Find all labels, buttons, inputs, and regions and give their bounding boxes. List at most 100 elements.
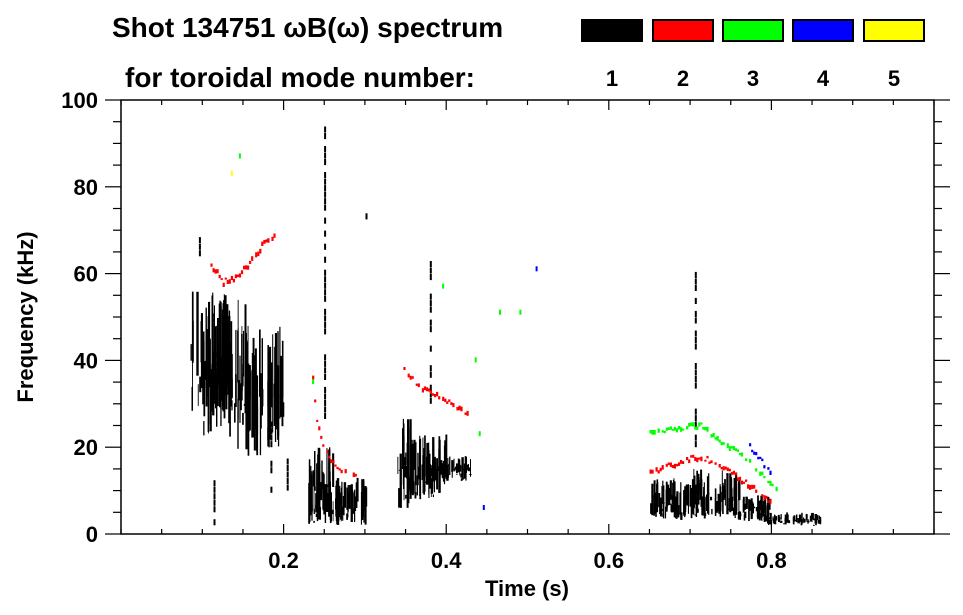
spectrum-mark: [457, 465, 459, 471]
spectrum-mark: [716, 435, 719, 441]
spectrum-mark: [661, 465, 664, 470]
spectrum-mark: [453, 458, 455, 471]
spectrum-mark: [698, 457, 701, 460]
spectrum-mark: [749, 484, 752, 490]
spectrum-mark: [320, 482, 323, 501]
spectrum-mark: [203, 361, 206, 417]
spectrum-mark: [314, 451, 316, 491]
spectrum-mark: [696, 481, 699, 510]
spectrum-mark: [398, 488, 401, 508]
spectrum-mark: [272, 334, 274, 433]
spectrum-mark: [710, 434, 713, 438]
spectrum-mark: [268, 437, 270, 448]
spectrum-mark: [675, 507, 678, 510]
spectrum-mark: [429, 391, 432, 398]
legend: 1 2 3 4 5: [581, 19, 925, 91]
spectrum-mark: [755, 489, 758, 493]
spectrum-mark: [751, 449, 754, 453]
spectrum-mark: [452, 403, 455, 408]
spectrum-mark: [734, 472, 737, 476]
spectrum-mark: [654, 501, 657, 507]
spectrum-mark: [324, 289, 327, 296]
spectrum-mark: [460, 473, 463, 478]
spectrum-mark: [455, 466, 458, 470]
spectrum-mark: [324, 484, 327, 506]
spectrum-mark: [324, 256, 327, 263]
spectrum-mark: [801, 512, 803, 521]
spectrum-mark: [411, 443, 414, 496]
spectrum-mark: [403, 458, 405, 477]
spectrum-mark: [734, 448, 737, 451]
spectrum-mark: [423, 448, 425, 495]
spectrum-mark: [273, 383, 276, 426]
spectrum-mark: [679, 459, 683, 464]
x-tick-label: 0.8: [756, 548, 787, 573]
spectrum-mark: [324, 328, 327, 335]
spectrum-mark: [669, 480, 672, 500]
spectrum-mark: [690, 455, 693, 458]
spectrum-mark: [235, 374, 237, 407]
spectrum-mark: [535, 266, 538, 272]
spectrum-mark: [316, 463, 318, 507]
spectrum-mark: [705, 498, 708, 511]
spectrum-mark: [669, 426, 672, 430]
spectrum-mark: [265, 239, 268, 243]
spectrum-mark: [728, 508, 730, 511]
spectrum-mark: [730, 446, 733, 449]
spectrum-mark: [684, 486, 686, 516]
spectrum-mark: [694, 284, 697, 291]
spectrum-mark: [662, 480, 664, 504]
spectrum-mark: [445, 434, 448, 475]
spectrum-mark: [247, 325, 249, 394]
legend-label-mode-5: 5: [888, 66, 900, 91]
spectrum-mark: [777, 514, 780, 521]
spectrum-mark: [247, 364, 248, 430]
spectrum-mark: [354, 504, 357, 508]
spectrum-mark: [413, 439, 416, 470]
spectrum-mark: [346, 513, 348, 520]
spectrum-mark: [324, 269, 327, 276]
spectrum-mark: [331, 509, 334, 515]
spectrum-mark: [352, 508, 355, 514]
spectrum-mark: [731, 479, 733, 511]
spectrum-mark: [324, 185, 327, 192]
spectrum-mark: [326, 448, 328, 504]
spectrum-mark: [277, 355, 279, 440]
spectrum-mark: [701, 496, 704, 512]
spectrum-mark: [226, 279, 229, 284]
spectrum-mark: [686, 457, 689, 461]
spectrum-mark: [696, 510, 699, 513]
spectrum-mark: [324, 321, 327, 328]
spectrum-mark: [724, 466, 727, 470]
spectrum-mark: [440, 460, 443, 475]
spectrum-mark: [770, 519, 773, 525]
spectrum-mark: [220, 301, 222, 384]
spectrum-mark: [694, 457, 697, 461]
spectrum-mark: [724, 479, 726, 499]
spectrum-mark: [758, 513, 761, 520]
spectrum-mark: [458, 405, 461, 411]
spectrum-mark: [723, 485, 725, 500]
spectrum-mark: [651, 483, 654, 516]
spectrum-mark: [218, 274, 221, 279]
spectrum-mark: [324, 282, 327, 289]
spectrum-mark: [237, 399, 239, 449]
spectrum-mark: [753, 484, 756, 489]
spectrum-mark: [751, 503, 754, 514]
spectrum-mark: [767, 480, 770, 484]
spectrum-mark: [340, 469, 343, 474]
spectrum-mark: [429, 319, 432, 326]
spectrum-mark: [212, 268, 215, 273]
spectrum-mark: [785, 517, 787, 524]
spectrum-mark: [757, 456, 760, 460]
spectrum-mark: [720, 441, 723, 446]
spectrum-mark: [245, 265, 248, 270]
spectrum-mark: [813, 524, 815, 526]
spectrum-mark: [313, 508, 315, 514]
spectrum-mark: [216, 269, 219, 274]
spectrum-mark: [671, 495, 674, 502]
spectrum-mark: [324, 386, 327, 393]
spectrum-mark: [318, 470, 321, 520]
spectrum-mark: [286, 471, 289, 478]
